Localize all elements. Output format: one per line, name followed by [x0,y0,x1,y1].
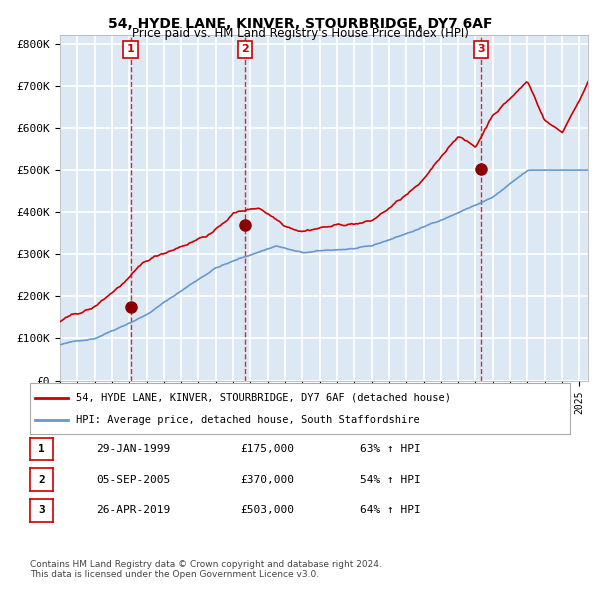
Text: 64% ↑ HPI: 64% ↑ HPI [360,506,421,515]
Text: £175,000: £175,000 [240,444,294,454]
Text: £503,000: £503,000 [240,506,294,515]
Text: 05-SEP-2005: 05-SEP-2005 [96,475,170,484]
Text: 3: 3 [477,44,485,54]
Text: Price paid vs. HM Land Registry's House Price Index (HPI): Price paid vs. HM Land Registry's House … [131,27,469,40]
Text: 54, HYDE LANE, KINVER, STOURBRIDGE, DY7 6AF: 54, HYDE LANE, KINVER, STOURBRIDGE, DY7 … [108,17,492,31]
Text: 29-JAN-1999: 29-JAN-1999 [96,444,170,454]
Text: Contains HM Land Registry data © Crown copyright and database right 2024.
This d: Contains HM Land Registry data © Crown c… [30,560,382,579]
Text: 54% ↑ HPI: 54% ↑ HPI [360,475,421,484]
Text: 26-APR-2019: 26-APR-2019 [96,506,170,515]
Text: 2: 2 [38,475,45,484]
Text: 1: 1 [38,444,45,454]
Text: 3: 3 [38,506,45,515]
Text: 1: 1 [127,44,134,54]
Text: HPI: Average price, detached house, South Staffordshire: HPI: Average price, detached house, Sout… [76,415,419,425]
Text: £370,000: £370,000 [240,475,294,484]
Text: 63% ↑ HPI: 63% ↑ HPI [360,444,421,454]
Text: 54, HYDE LANE, KINVER, STOURBRIDGE, DY7 6AF (detached house): 54, HYDE LANE, KINVER, STOURBRIDGE, DY7 … [76,392,451,402]
Text: 2: 2 [241,44,248,54]
